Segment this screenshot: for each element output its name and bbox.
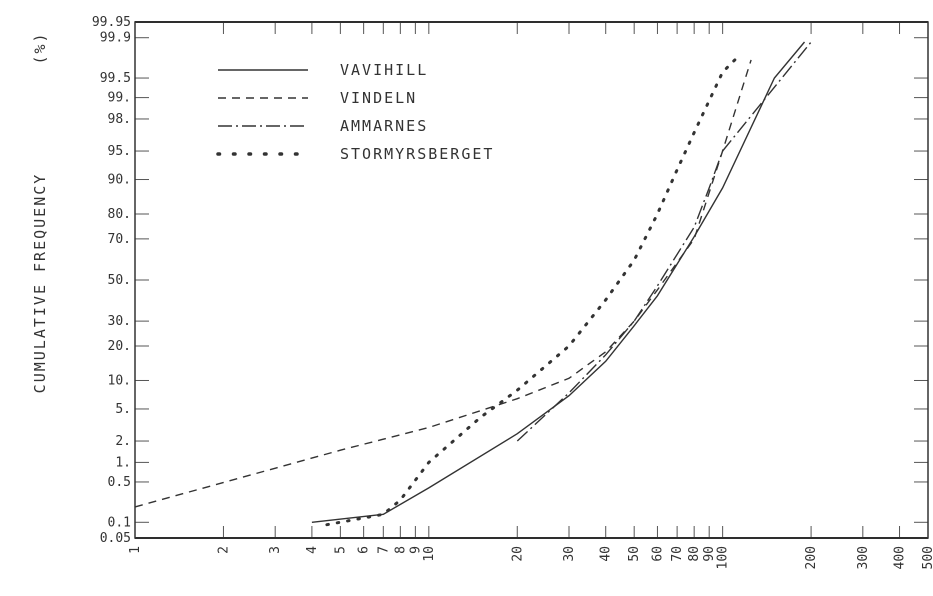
legend: VAVIHILL VINDELN AMMARNES STORMYRSBERGET (216, 61, 494, 163)
x-tick-label: 70 (670, 546, 685, 562)
x-tick-label: 80 (687, 546, 702, 562)
x-tick-label: 10 (422, 546, 437, 562)
x-tick-label: 4 (305, 546, 320, 554)
legend-entry-stormyrsberget: STORMYRSBERGET (340, 145, 494, 163)
x-tick-label: 400 (893, 546, 908, 569)
x-tick-label: 9 (408, 546, 423, 554)
y-tick-label: 80. (108, 207, 131, 222)
x-tick-label: 500 (921, 546, 933, 569)
y-tick-label: 99. (108, 91, 131, 106)
y-tick-labels: 0.050.1 0.5 1. 2. 5. 10. 20. 30. 50. 70. 80. 90. 95.… (92, 15, 131, 546)
y-tick-label: 90. (108, 173, 131, 188)
y-axis-label: CUMULATIVE FREQUENCY (31, 173, 49, 394)
y-tick-label: 99.5 (100, 71, 131, 86)
y-tick-label: 0.1 (108, 515, 131, 530)
tick-marks (134, 21, 929, 539)
y-tick-label: 50. (108, 273, 131, 288)
plot-frame (134, 21, 929, 539)
x-tick-label: 30 (562, 546, 577, 562)
y-axis-unit: (%) (31, 31, 49, 64)
legend-entry-vindeln: VINDELN (340, 89, 417, 107)
legend-entry-vavihill: VAVIHILL (340, 61, 428, 79)
x-tick-label: 50 (627, 546, 642, 562)
x-tick-label: 20 (510, 546, 525, 562)
x-tick-label: 8 (393, 546, 408, 554)
y-tick-label: 0.05 (100, 531, 131, 546)
x-tick-label: 6 (357, 546, 372, 554)
y-tick-label: 2. (115, 434, 131, 449)
series-lines (134, 41, 812, 527)
y-tick-label: 30. (108, 314, 131, 329)
x-tick-label: 5 (333, 546, 348, 554)
y-tick-label: 20. (108, 339, 131, 354)
y-tick-label: 70. (108, 232, 131, 247)
x-tick-label: 300 (856, 546, 871, 569)
series-line-stormyrsberget (325, 52, 742, 527)
x-tick-label: 90 (702, 546, 717, 562)
x-tick-label: 60 (650, 546, 665, 562)
series-line-vindeln (134, 59, 752, 508)
y-tick-label: 99.95 (92, 15, 131, 30)
legend-entry-ammarnes: AMMARNES (340, 117, 428, 135)
y-tick-label: 0.5 (108, 475, 131, 490)
x-tick-label: 2 (216, 546, 231, 554)
y-tick-label: 95. (108, 144, 131, 159)
x-tick-label: 200 (804, 546, 819, 569)
y-tick-label: 98. (108, 112, 131, 127)
series-line-vavihill (311, 41, 806, 523)
x-tick-label: 3 (268, 546, 283, 554)
y-tick-label: 5. (115, 402, 131, 417)
y-tick-label: 1. (115, 455, 131, 470)
y-tick-label: 10. (108, 373, 131, 388)
series-line-ammarnes (516, 41, 812, 442)
y-tick-label: 99.9 (100, 31, 131, 46)
x-tick-label: 100 (716, 546, 731, 569)
x-tick-label: 40 (599, 546, 614, 562)
x-tick-label: 7 (376, 546, 391, 554)
x-tick-label: 1 (128, 546, 143, 554)
